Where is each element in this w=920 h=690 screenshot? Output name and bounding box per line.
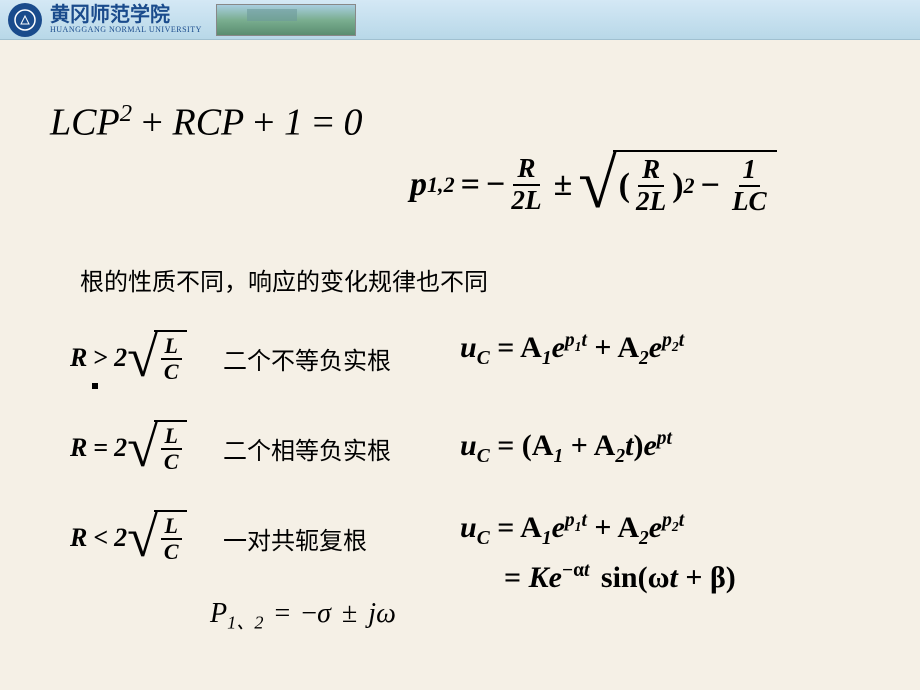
exp-2: 2 [120, 100, 132, 127]
case-3-description: 一对共轭复根 [223, 521, 418, 556]
case-3-row: R < 2 √ L C 一对共轭复根 [70, 510, 418, 566]
header-bar: 黄冈师范学院 HUANGGANG NORMAL UNIVERSITY [0, 0, 920, 40]
term-LCP: LCP [50, 102, 120, 144]
case-2-row: R = 2 √ L C 二个相等负实根 [70, 420, 418, 476]
slide-content: LCP2 + RCP + 1 = 0 p1,2 = − R 2L ± √ ( R… [0, 40, 920, 690]
case-2-result: uC = (A1 + A2t)ept [460, 428, 672, 468]
condition-critically-damped: R = 2 √ L C [70, 420, 205, 476]
university-name-block: 黄冈师范学院 HUANGGANG NORMAL UNIVERSITY [50, 5, 202, 35]
term-1: 1 [284, 102, 303, 144]
header-campus-image [216, 4, 356, 36]
plus-minus: ± [554, 166, 573, 204]
root-nature-description: 根的性质不同，响应的变化规律也不同 [80, 262, 488, 297]
term-RCP: RCP [172, 102, 243, 144]
case-1-row: R > 2 √ L C 二个不等负实根 [70, 330, 418, 386]
case-3-result-line2: = Ke−αt sin(ωt + β) [504, 560, 736, 595]
roots-formula: p1,2 = − R 2L ± √ ( R 2L )2 − 1 LC [410, 150, 777, 220]
case-3-result-line1: uC = A1ep1t + A2ep2t [460, 510, 684, 550]
case-1-result: uC = A1ep1t + A2ep2t [460, 330, 684, 370]
minus-sign: − [486, 166, 505, 204]
p-symbol: p [410, 166, 427, 204]
case-2-description: 二个相等负实根 [223, 431, 418, 466]
case-1-description: 二个不等负实根 [223, 341, 418, 376]
frac-R-over-2L: R 2L [507, 154, 545, 216]
complex-roots-equation: P1、2 = −σ ± jω [210, 598, 396, 635]
university-name-cn: 黄冈师范学院 [50, 5, 202, 25]
university-logo [8, 3, 42, 37]
rhs-0: 0 [343, 102, 362, 144]
characteristic-equation: LCP2 + RCP + 1 = 0 [50, 100, 362, 145]
university-name-en: HUANGGANG NORMAL UNIVERSITY [50, 25, 202, 35]
condition-overdamped: R > 2 √ L C [70, 330, 205, 386]
sqrt-discriminant: √ ( R 2L )2 − 1 LC [578, 150, 776, 220]
p-sub-12: 1,2 [427, 172, 455, 198]
condition-underdamped: R < 2 √ L C [70, 510, 205, 566]
